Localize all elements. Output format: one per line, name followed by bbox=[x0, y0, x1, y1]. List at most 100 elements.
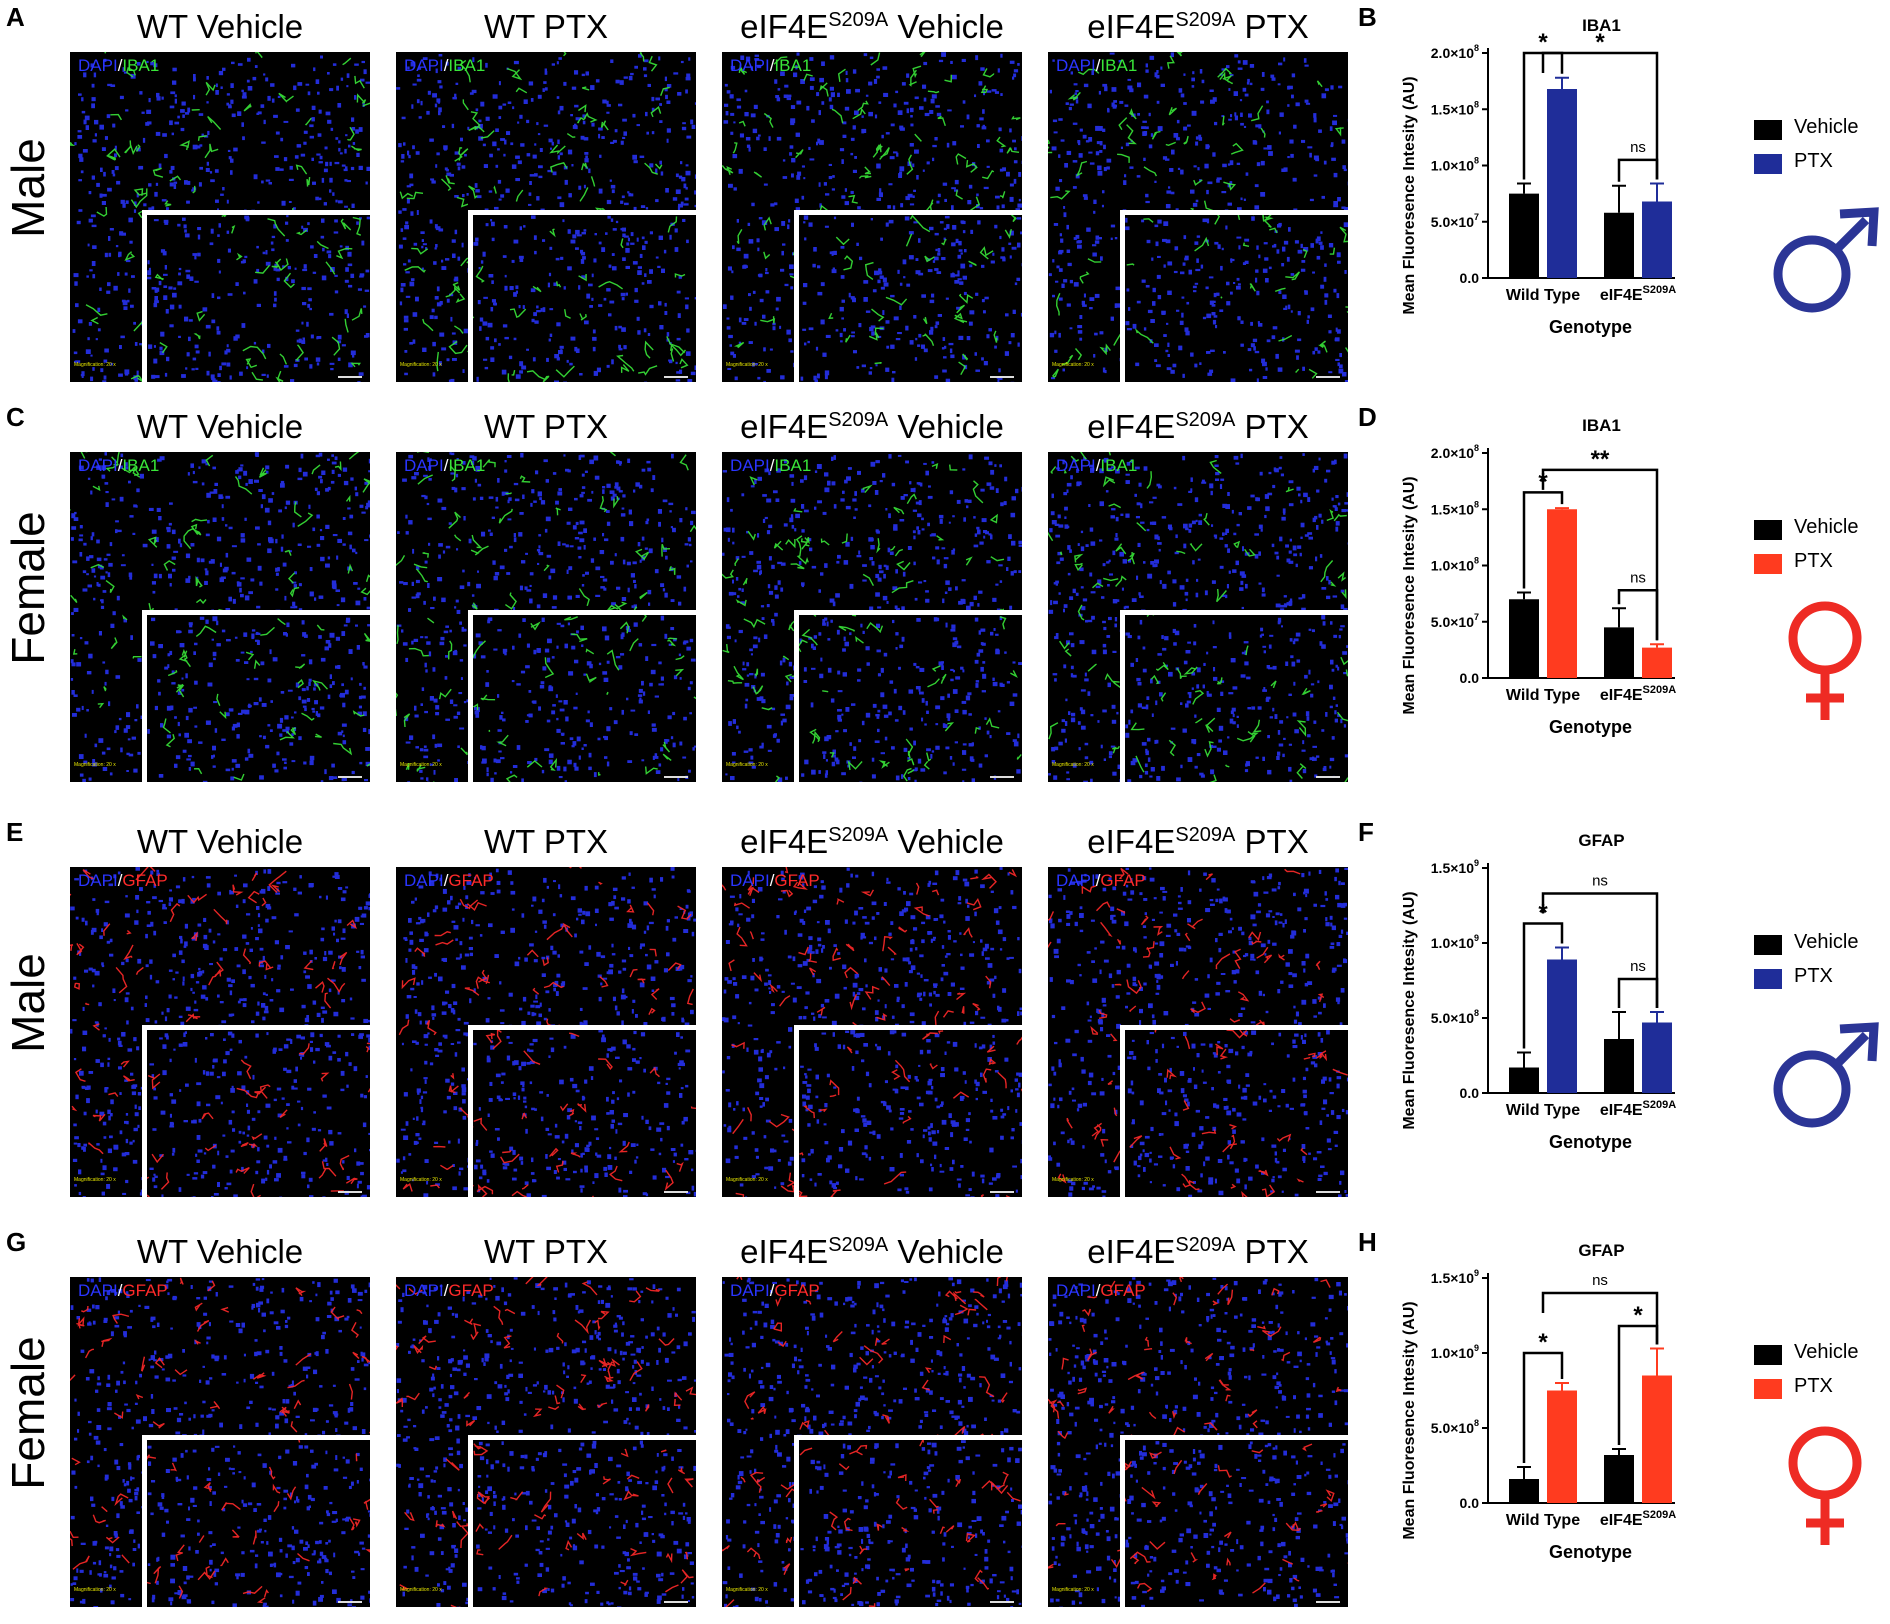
micrograph-inset bbox=[794, 210, 1022, 382]
chart-legend: Vehicle PTX bbox=[1754, 1341, 1884, 1409]
micrograph-inset bbox=[142, 1025, 370, 1197]
bar-vehicle-0 bbox=[1509, 1067, 1539, 1093]
stain-marker: GFAP bbox=[448, 871, 494, 890]
stain-nuclear: DAPI bbox=[78, 871, 118, 890]
stain-marker: GFAP bbox=[774, 1281, 820, 1300]
column-title-main: WT PTX bbox=[483, 1233, 609, 1270]
stain-nuclear: DAPI bbox=[78, 56, 118, 75]
scale-bar bbox=[338, 1191, 362, 1193]
x-category-label: eIF4ES209A bbox=[1600, 1509, 1676, 1529]
stain-label: DAPI/IBA1 bbox=[404, 56, 485, 76]
magnification-caption: Magnification: 20 x bbox=[1052, 762, 1094, 768]
stain-separator: / bbox=[117, 56, 123, 75]
column-title-suffix: Vehicle bbox=[888, 408, 1004, 445]
stain-label: DAPI/IBA1 bbox=[730, 456, 811, 476]
bar-ptx-1 bbox=[1642, 1375, 1672, 1503]
stain-separator: / bbox=[769, 871, 775, 890]
stain-nuclear: DAPI bbox=[730, 456, 770, 475]
column-title-main: WT Vehicle bbox=[136, 1233, 304, 1270]
magnification-caption: Magnification: 20 x bbox=[400, 762, 442, 768]
inset-image bbox=[1125, 1030, 1348, 1197]
bar-ptx-1 bbox=[1642, 647, 1672, 678]
stain-marker: GFAP bbox=[122, 871, 168, 890]
legend-label: Vehicle bbox=[1794, 116, 1859, 138]
male-symbol-icon bbox=[1773, 1022, 1879, 1128]
inset-image bbox=[1125, 215, 1348, 382]
stain-separator: / bbox=[1095, 456, 1101, 475]
chart-title: GFAP bbox=[1578, 831, 1624, 850]
column-title-sup: S209A bbox=[828, 824, 889, 846]
legend-item: Vehicle bbox=[1754, 1341, 1884, 1375]
column-title-sup: S209A bbox=[1175, 824, 1236, 846]
micrograph: DAPI/GFAP Magnification: 20 x bbox=[70, 867, 370, 1197]
inset-image bbox=[147, 615, 370, 782]
y-tick-label: 5.0×108 bbox=[1431, 1418, 1479, 1436]
bar-vehicle-1 bbox=[1604, 1039, 1634, 1093]
scale-bar bbox=[1316, 776, 1340, 778]
significance-bracket bbox=[1522, 491, 1564, 589]
significance-label: * bbox=[1633, 1302, 1643, 1329]
legend-label: PTX bbox=[1794, 150, 1833, 172]
sex-symbol bbox=[1770, 196, 1880, 331]
y-tick-label: 1.5×109 bbox=[1431, 858, 1479, 876]
stain-separator: / bbox=[443, 871, 449, 890]
stain-nuclear: DAPI bbox=[1056, 1281, 1096, 1300]
micrograph-inset bbox=[468, 610, 696, 782]
stain-label: DAPI/IBA1 bbox=[1056, 456, 1137, 476]
bar-ptx-0 bbox=[1547, 509, 1577, 678]
stain-label: DAPI/IBA1 bbox=[1056, 56, 1137, 76]
scale-bar bbox=[1316, 1191, 1340, 1193]
micrograph: DAPI/IBA1 Magnification: 20 x bbox=[70, 452, 370, 782]
micrograph: DAPI/GFAP Magnification: 20 x bbox=[722, 1277, 1022, 1607]
male-symbol-icon bbox=[1773, 207, 1879, 313]
bar-chart-svg: IBA1 Mean Fluoresence Intesity (AU) 0.0 5.0… bbox=[1401, 16, 1676, 337]
x-category-label: eIF4ES209A bbox=[1600, 284, 1676, 304]
panel-letter: D bbox=[1358, 402, 1377, 432]
inset-image bbox=[1125, 1440, 1348, 1607]
row-label-text: Male bbox=[2, 953, 54, 1053]
y-tick-label: 1.5×108 bbox=[1431, 99, 1479, 117]
micrograph: DAPI/IBA1 Magnification: 20 x bbox=[1048, 52, 1348, 382]
scale-bar bbox=[990, 1191, 1014, 1193]
micrograph-inset bbox=[142, 1435, 370, 1607]
significance-bracket bbox=[1617, 977, 1659, 1008]
magnification-caption: Magnification: 20 x bbox=[74, 1587, 116, 1593]
column-title-suffix: PTX bbox=[1235, 408, 1309, 445]
legend-swatch bbox=[1754, 1345, 1782, 1365]
significance-label: ns bbox=[1630, 139, 1646, 156]
stain-label: DAPI/GFAP bbox=[730, 1281, 820, 1301]
column-title-main: WT PTX bbox=[483, 823, 609, 860]
significance-label: * bbox=[1538, 1329, 1548, 1356]
micrograph-inset bbox=[794, 1025, 1022, 1197]
significance-bracket bbox=[1541, 1291, 1659, 1345]
legend-swatch bbox=[1754, 154, 1782, 174]
significance-label: * bbox=[1595, 29, 1605, 56]
column-title-suffix: PTX bbox=[1235, 8, 1309, 45]
bar-chart: IBA1 Mean Fluoresence Intesity (AU) 0.0 5.0… bbox=[1380, 5, 1680, 355]
column-title-main: eIF4E bbox=[740, 1233, 829, 1270]
scale-bar bbox=[664, 1191, 688, 1193]
legend-swatch bbox=[1754, 120, 1782, 140]
stain-label: DAPI/IBA1 bbox=[730, 56, 811, 76]
magnification-caption: Magnification: 20 x bbox=[726, 762, 768, 768]
legend-item: PTX bbox=[1754, 1375, 1884, 1409]
stain-separator: / bbox=[443, 56, 449, 75]
column-title-main: eIF4E bbox=[1087, 1233, 1176, 1270]
column-title: WT Vehicle bbox=[70, 823, 370, 861]
x-category-label: Wild Type bbox=[1506, 687, 1580, 704]
scale-bar bbox=[664, 1601, 688, 1603]
magnification-caption: Magnification: 20 x bbox=[726, 362, 768, 368]
micrograph: DAPI/GFAP Magnification: 20 x bbox=[70, 1277, 370, 1607]
significance-bracket bbox=[1522, 922, 1564, 1049]
stain-label: DAPI/IBA1 bbox=[78, 56, 159, 76]
significance-bracket bbox=[1617, 1324, 1659, 1445]
inset-image bbox=[473, 1030, 696, 1197]
bar-ptx-0 bbox=[1547, 959, 1577, 1093]
bar-vehicle-1 bbox=[1604, 627, 1634, 678]
stain-marker: GFAP bbox=[448, 1281, 494, 1300]
stain-separator: / bbox=[117, 1281, 123, 1300]
x-axis-label: Genotype bbox=[1549, 317, 1632, 337]
bar-ptx-1 bbox=[1642, 201, 1672, 278]
y-tick-label: 1.0×109 bbox=[1431, 1343, 1479, 1361]
stain-marker: IBA1 bbox=[1100, 456, 1138, 475]
